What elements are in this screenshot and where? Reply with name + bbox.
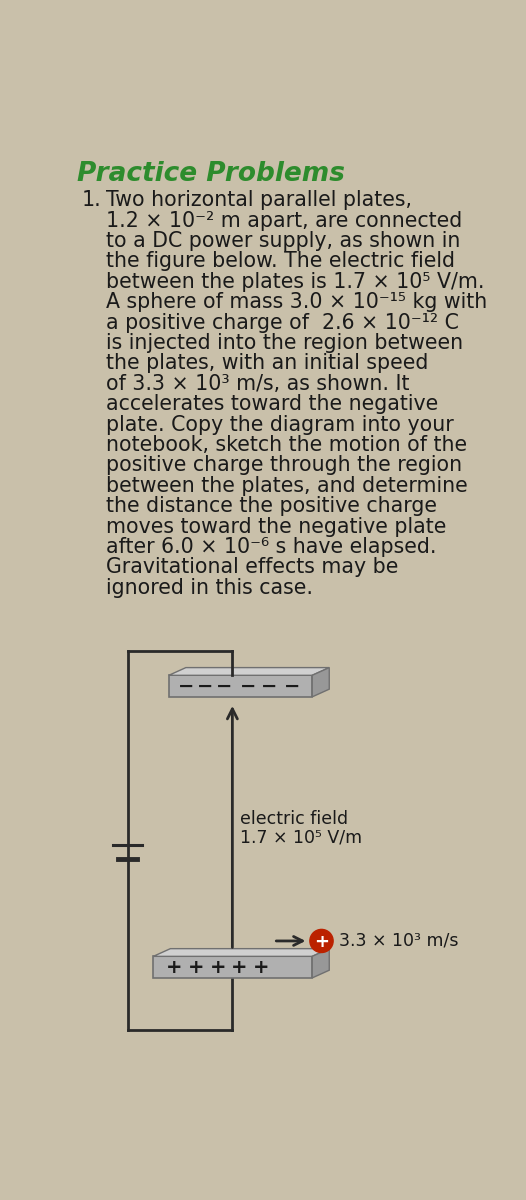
Text: +: + (166, 959, 183, 977)
Text: +: + (314, 932, 329, 950)
Text: notebook, sketch the motion of the: notebook, sketch the motion of the (106, 436, 467, 455)
Text: −: − (197, 677, 214, 696)
Text: moves toward the negative plate: moves toward the negative plate (106, 517, 447, 536)
Text: 1.: 1. (81, 190, 101, 210)
Text: 3.3 × 10³ m/s: 3.3 × 10³ m/s (339, 932, 459, 950)
Text: −: − (261, 677, 278, 696)
Polygon shape (169, 667, 329, 676)
Text: +: + (253, 959, 269, 977)
Text: +: + (209, 959, 226, 977)
Polygon shape (312, 949, 329, 978)
Polygon shape (169, 676, 312, 697)
Text: the figure below. The electric field: the figure below. The electric field (106, 252, 455, 271)
Text: Two horizontal parallel plates,: Two horizontal parallel plates, (106, 190, 412, 210)
Text: of 3.3 × 10³ m/s, as shown. It: of 3.3 × 10³ m/s, as shown. It (106, 374, 410, 394)
Text: between the plates, and determine: between the plates, and determine (106, 476, 468, 496)
Text: after 6.0 × 10⁻⁶ s have elapsed.: after 6.0 × 10⁻⁶ s have elapsed. (106, 538, 437, 557)
Text: ignored in this case.: ignored in this case. (106, 578, 313, 598)
Text: Practice Problems: Practice Problems (77, 161, 345, 187)
Text: plate. Copy the diagram into your: plate. Copy the diagram into your (106, 415, 454, 434)
Text: −: − (178, 677, 194, 696)
Text: is injected into the region between: is injected into the region between (106, 334, 463, 353)
Polygon shape (312, 667, 329, 697)
Text: Gravitational effects may be: Gravitational effects may be (106, 558, 398, 577)
Text: a positive charge of  2.6 × 10⁻¹² C: a positive charge of 2.6 × 10⁻¹² C (106, 313, 459, 332)
Circle shape (310, 929, 333, 953)
Text: electric field: electric field (240, 810, 348, 828)
Text: the distance the positive charge: the distance the positive charge (106, 497, 437, 516)
Polygon shape (153, 956, 312, 978)
Text: −: − (284, 677, 300, 696)
Text: +: + (231, 959, 248, 977)
Text: +: + (188, 959, 204, 977)
Text: A sphere of mass 3.0 × 10⁻¹⁵ kg with: A sphere of mass 3.0 × 10⁻¹⁵ kg with (106, 293, 487, 312)
Text: 1.2 × 10⁻² m apart, are connected: 1.2 × 10⁻² m apart, are connected (106, 211, 462, 230)
Text: between the plates is 1.7 × 10⁵ V/m.: between the plates is 1.7 × 10⁵ V/m. (106, 272, 484, 292)
Text: −: − (240, 677, 256, 696)
Text: accelerates toward the negative: accelerates toward the negative (106, 395, 438, 414)
Text: to a DC power supply, as shown in: to a DC power supply, as shown in (106, 232, 460, 251)
Text: 1.7 × 10⁵ V/m: 1.7 × 10⁵ V/m (240, 828, 362, 846)
Text: −: − (216, 677, 233, 696)
Polygon shape (153, 949, 329, 956)
Text: the plates, with an initial speed: the plates, with an initial speed (106, 354, 428, 373)
Text: positive charge through the region: positive charge through the region (106, 456, 462, 475)
